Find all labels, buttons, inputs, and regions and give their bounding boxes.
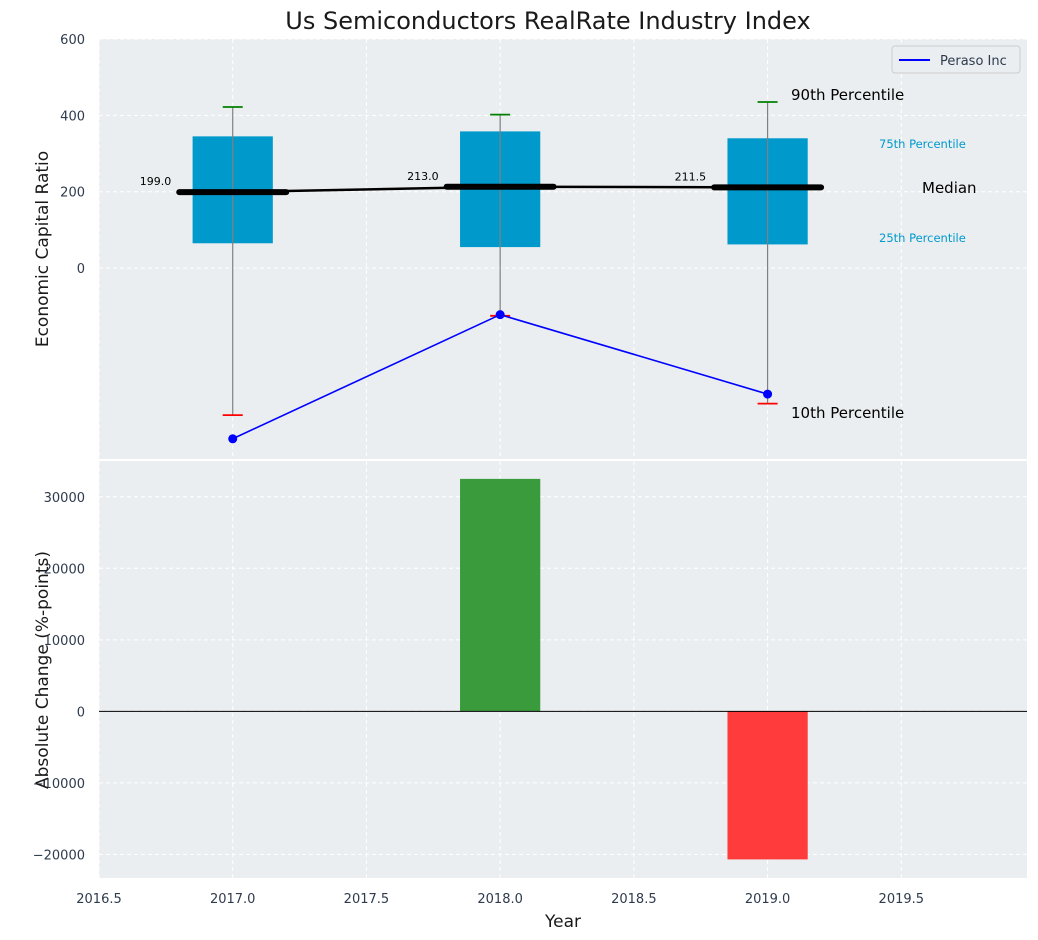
bottom-ytick-label: −20000 [33,848,85,863]
top-plot-area [99,39,1027,459]
annotation-p10: 10th Percentile [791,404,904,422]
bottom-ytick-label: −10000 [33,777,85,792]
bottom-ylabel: Absolute Change (%-points) [33,551,53,789]
series-point-peraso [495,310,505,320]
legend-label-peraso: Peraso Inc [940,54,1007,69]
bottom-plot-area [99,461,1027,878]
bottom-ytick-label: 20000 [44,562,85,577]
series-point-peraso [763,389,773,399]
xtick-label: 2019.0 [745,892,791,907]
change-bar [727,711,808,860]
xtick-label: 2017.0 [210,892,256,907]
chart-title: Us Semiconductors RealRate Industry Inde… [285,7,810,35]
median-value-label: 211.5 [675,170,707,183]
annotation-p90: 90th Percentile [791,86,904,104]
median-value-label: 213.0 [407,170,439,183]
median-value-label: 199.0 [140,175,172,188]
xlabel: Year [544,912,581,932]
bottom-ytick-label: 0 [77,705,85,720]
xtick-label: 2017.5 [344,892,390,907]
xtick-label: 2018.5 [611,892,657,907]
xtick-label: 2018.0 [477,892,523,907]
bottom-ytick-label: 30000 [44,491,85,506]
annotation-p25: 25th Percentile [879,231,966,245]
change-bar [460,478,541,712]
top-ytick-label: 600 [60,33,85,48]
top-ytick-label: 0 [77,262,85,277]
top-ytick-label: 400 [60,109,85,124]
annotation-median: Median [922,179,977,197]
top-ylabel: Economic Capital Ratio [33,151,53,347]
xtick-label: 2019.5 [879,892,925,907]
xtick-label: 2016.5 [76,892,122,907]
legend-box [891,45,1021,74]
median-trend-line [232,185,768,194]
series-point-peraso [228,434,238,444]
top-ytick-label: 200 [60,186,85,201]
bottom-ytick-label: 10000 [44,634,85,649]
annotation-p75: 75th Percentile [879,137,966,151]
